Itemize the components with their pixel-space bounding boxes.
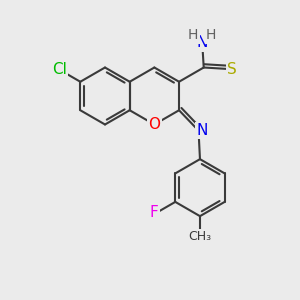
Text: F: F: [150, 205, 158, 220]
Text: Cl: Cl: [52, 62, 67, 77]
Text: CH₃: CH₃: [188, 230, 212, 243]
Text: H: H: [188, 28, 198, 42]
Text: N: N: [196, 35, 208, 50]
Text: H: H: [206, 28, 216, 42]
Text: N: N: [196, 123, 208, 138]
Text: S: S: [227, 61, 237, 76]
Text: O: O: [148, 117, 160, 132]
